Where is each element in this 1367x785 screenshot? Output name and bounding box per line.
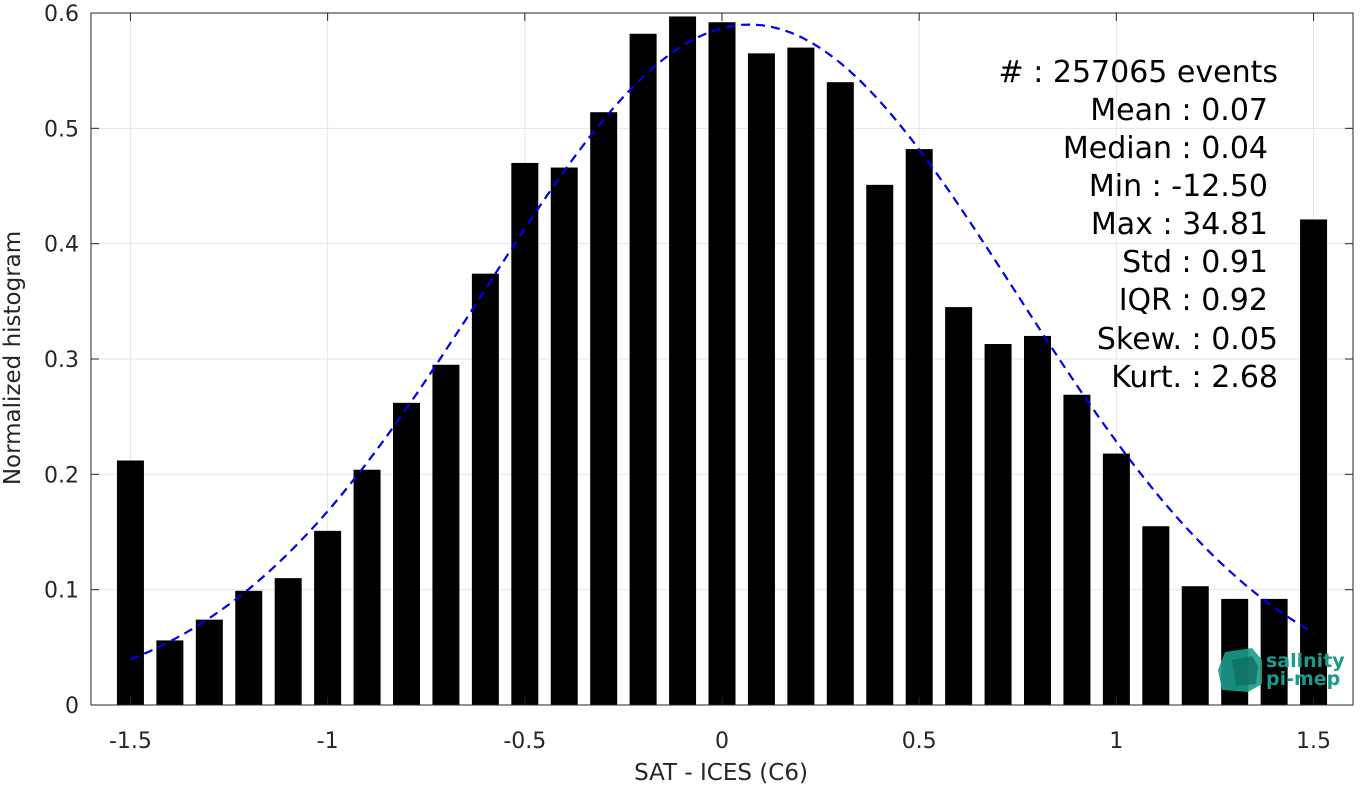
histogram-bar [393, 402, 420, 705]
histogram-bar [511, 162, 539, 705]
histogram-bar [550, 167, 578, 706]
x-tick-label: -1 [317, 729, 339, 754]
tick-labels: -1.5 -1 -0.5 0 0.5 1 1.5 0 0.1 0.2 0.3 0.4 0.5 0.6 [44, 2, 1331, 754]
histogram-bar [471, 273, 499, 705]
y-tick-label: 0.5 [44, 117, 79, 142]
stats-kurt: Kurt. : 2.68 [1111, 360, 1278, 395]
stats-skew: Skew. : 0.05 [1097, 322, 1278, 357]
y-tick-label: 0.6 [44, 2, 79, 27]
stats-std: Std : 0.91 [1122, 245, 1268, 280]
histogram-bar [787, 47, 815, 706]
stats-median: Median : 0.04 [1063, 131, 1268, 166]
histogram-bar [826, 82, 854, 705]
histogram-bar [708, 22, 736, 705]
x-tick-label: -0.5 [503, 729, 546, 754]
histogram-bar [629, 33, 657, 705]
x-tick-label: -1.5 [109, 729, 152, 754]
stats-min: Min : -12.50 [1089, 169, 1268, 204]
stats-box: # : 257065 events Mean : 0.07 Median : 0… [999, 55, 1278, 395]
logo-line2: pi-mep [1266, 668, 1340, 690]
x-tick-label: 0.5 [902, 729, 937, 754]
histogram-bar [945, 307, 973, 705]
histogram-bar [1181, 586, 1209, 705]
logo-line1: salinity [1266, 650, 1345, 672]
histogram-bar [984, 344, 1012, 705]
stats-iqr: IQR : 0.92 [1119, 283, 1268, 318]
x-tick-label: 1.5 [1296, 729, 1331, 754]
histogram-bar [314, 530, 342, 705]
y-tick-label: 0.4 [44, 233, 79, 258]
stats-mean: Mean : 0.07 [1090, 93, 1268, 128]
histogram-bar [353, 469, 381, 705]
stats-max: Max : 34.81 [1091, 207, 1268, 242]
histogram-bar [1102, 453, 1130, 705]
y-tick-label: 0.1 [44, 579, 79, 604]
x-tick-label: 1 [1109, 729, 1123, 754]
histogram-bar [747, 53, 775, 706]
histogram-bar [1260, 598, 1288, 705]
histogram-bar [669, 16, 697, 705]
histogram-bar [1063, 394, 1091, 705]
salinity-pimep-logo: salinity pi-mep [1218, 648, 1345, 692]
histogram-bar [195, 619, 223, 705]
histogram-bar [432, 364, 460, 705]
histogram-bar [1300, 219, 1328, 706]
histogram-bar [1142, 526, 1170, 705]
gaussian-fit-curve [129, 23, 1315, 661]
axis-ticks [91, 12, 1353, 706]
y-tick-label: 0.2 [44, 463, 79, 488]
logo-icon-facet [1232, 656, 1258, 686]
bars [116, 16, 1328, 706]
x-tick-label: 0 [715, 729, 729, 754]
histogram-bar [116, 460, 144, 705]
histogram-bar [274, 578, 302, 705]
histogram-bar [905, 149, 933, 706]
y-tick-label: 0.3 [44, 348, 79, 373]
histogram-bar [590, 112, 618, 706]
y-tick-label: 0 [65, 694, 79, 719]
y-axis-title: Normalized histogram [0, 231, 26, 485]
x-axis-title: SAT - ICES (C6) [634, 760, 808, 785]
histogram-bar [235, 590, 263, 705]
histogram-bar [156, 640, 184, 705]
histogram-bar [1024, 335, 1051, 705]
stats-count: # : 257065 events [999, 55, 1278, 90]
histogram-bar [866, 184, 894, 705]
